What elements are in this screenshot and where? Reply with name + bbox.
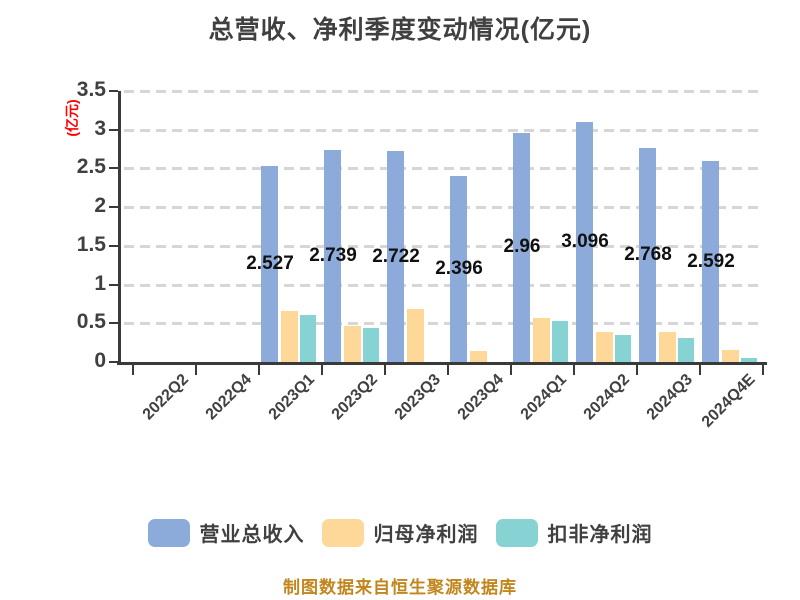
bar-营业总收入-2023Q1 [261, 166, 278, 362]
gridline [124, 90, 764, 93]
gridline [124, 322, 764, 326]
x-axis-tick [636, 362, 638, 375]
y-axis-tick [109, 128, 118, 131]
x-category-label-2023Q4: 2023Q4 [454, 371, 507, 424]
x-category-label-2022Q4: 2022Q4 [202, 371, 255, 424]
value-label-2023Q2: 2.739 [309, 244, 357, 266]
y-axis-tick [109, 206, 118, 209]
bar-扣非净利润-2024Q4E [741, 358, 757, 362]
y-tick-label: 0 [94, 349, 106, 372]
bar-归母净利润-2024Q3 [659, 331, 676, 362]
value-label-2023Q3: 2.722 [372, 245, 420, 267]
gridline [124, 283, 764, 287]
bar-归母净利润-2023Q1 [281, 310, 298, 362]
x-category-label-2023Q2: 2023Q2 [328, 371, 381, 424]
gridline [124, 244, 764, 248]
legend-label-total-revenue: 营业总收入 [199, 524, 305, 546]
legend-label-net-profit: 归母净利润 [373, 524, 479, 546]
value-label-2023Q1: 2.527 [246, 253, 294, 275]
x-axis-tick [321, 362, 323, 375]
x-axis-tick [258, 362, 260, 375]
bar-归母净利润-2023Q4 [470, 351, 487, 362]
legend-item-non-gaap-profit: 扣非净利润 [495, 518, 653, 547]
bar-扣非净利润-2024Q1 [552, 320, 568, 362]
y-tick-label: 3 [94, 116, 106, 140]
y-tick-label: 2 [94, 194, 106, 218]
value-label-2024Q1: 2.96 [503, 236, 541, 258]
bar-归母净利润-2024Q4E [722, 350, 739, 362]
bar-营业总收入-2024Q3 [639, 147, 656, 362]
y-tick-label: 3.5 [76, 78, 106, 101]
gridline [124, 128, 764, 132]
legend-label-non-gaap-profit: 扣非净利润 [547, 524, 653, 546]
legend-swatch-non-gaap-profit [495, 518, 538, 547]
bar-扣非净利润-2023Q1 [300, 314, 316, 362]
y-tick-label: 2.5 [76, 155, 106, 179]
bar-营业总收入-2024Q4E [702, 161, 719, 362]
y-axis-tick [109, 167, 118, 170]
x-category-label-2022Q2: 2022Q2 [139, 371, 192, 424]
x-axis-tick [195, 362, 197, 375]
bar-归母净利润-2024Q2 [596, 331, 613, 362]
value-label-2024Q4E: 2.592 [687, 250, 735, 272]
x-category-label-2023Q3: 2023Q3 [391, 371, 444, 424]
y-axis-tick [109, 90, 118, 92]
bar-营业总收入-2023Q2 [324, 149, 341, 362]
y-tick-label: 1 [94, 271, 106, 295]
x-category-label-2023Q1: 2023Q1 [265, 371, 318, 424]
gridline [124, 206, 764, 210]
x-axis-tick [762, 362, 764, 375]
value-label-2023Q4: 2.396 [435, 258, 483, 280]
value-label-2024Q2: 3.096 [561, 231, 609, 253]
legend-item-net-profit: 归母净利润 [321, 518, 479, 547]
bar-营业总收入-2023Q3 [387, 151, 404, 362]
value-label-2024Q3: 2.768 [624, 243, 672, 265]
y-axis-tick [109, 361, 118, 363]
bar-营业总收入-2023Q4 [450, 176, 467, 362]
x-axis-tick [573, 362, 575, 375]
x-axis-tick [384, 362, 386, 375]
y-tick-label: 0.5 [76, 310, 106, 334]
x-axis-line [117, 362, 767, 365]
bar-扣非净利润-2024Q2 [615, 334, 631, 362]
data-source-note: 制图数据来自恒生聚源数据库 [283, 578, 517, 597]
legend-swatch-net-profit [321, 518, 364, 547]
chart-legend: 营业总收入 归母净利润 扣非净利润 [0, 518, 800, 547]
y-axis-tick [109, 244, 118, 247]
x-axis-tick [132, 362, 134, 375]
x-category-label-2024Q1: 2024Q1 [517, 371, 570, 424]
y-axis-line [118, 91, 121, 365]
legend-item-total-revenue: 营业总收入 [147, 518, 305, 547]
x-category-label-2024Q3: 2024Q3 [643, 371, 696, 424]
legend-swatch-total-revenue [147, 518, 190, 547]
bar-扣非净利润-2023Q2 [363, 327, 379, 362]
x-axis-tick [510, 362, 512, 375]
chart-title: 总营收、净利季度变动情况(亿元) [208, 16, 592, 44]
x-axis-tick [699, 362, 701, 375]
bar-归母净利润-2024Q1 [533, 317, 550, 362]
x-category-label-2024Q4E: 2024Q4E [698, 371, 759, 431]
bar-营业总收入-2024Q1 [513, 132, 530, 362]
bar-营业总收入-2024Q2 [576, 122, 593, 362]
x-axis-tick [447, 362, 449, 375]
bar-归母净利润-2023Q3 [407, 309, 424, 362]
x-category-label-2024Q2: 2024Q2 [580, 371, 633, 424]
bar-扣非净利润-2024Q3 [678, 337, 694, 362]
y-axis-tick [109, 322, 118, 325]
gridline [124, 167, 764, 171]
y-axis-tick [109, 283, 118, 286]
y-tick-label: 1.5 [76, 232, 106, 256]
bar-归母净利润-2023Q2 [344, 325, 361, 362]
